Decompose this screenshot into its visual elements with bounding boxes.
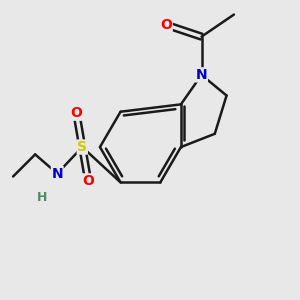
Text: N: N — [51, 167, 63, 181]
Text: O: O — [82, 174, 94, 188]
Text: S: S — [77, 140, 87, 154]
Text: O: O — [70, 106, 82, 120]
Text: O: O — [160, 18, 172, 32]
Text: N: N — [196, 68, 207, 82]
Text: H: H — [37, 190, 48, 204]
